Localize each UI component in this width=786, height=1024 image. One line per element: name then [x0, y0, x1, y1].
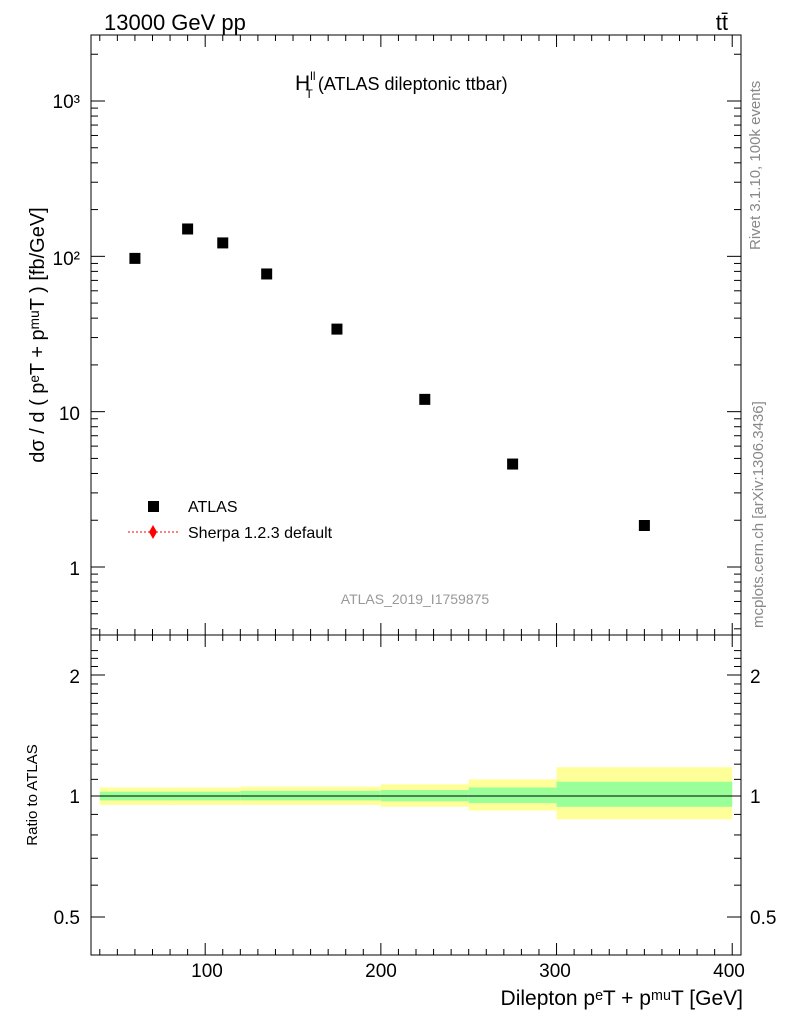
data-point [331, 323, 343, 335]
analysis-watermark: ATLAS_2019_I1759875 [341, 591, 490, 607]
xtick-label-200: 200 [365, 961, 397, 982]
energy-label: 13000 GeV pp [104, 10, 246, 35]
title-main: H [295, 72, 310, 95]
data-point [217, 237, 229, 249]
data-point [419, 393, 431, 405]
xtick-label-400: 400 [713, 961, 745, 982]
data-point [507, 458, 519, 470]
ytick-label-1: 1 [69, 559, 80, 580]
plot-title: Hll T (ATLAS dileptonic ttbar) [295, 69, 508, 101]
ratio-ytick-label-1: 1 [69, 787, 80, 808]
mcplots-label: mcplots.cern.ch [arXiv:1306.3436] [750, 401, 767, 628]
ytick-label-10: 10 [59, 404, 80, 425]
legend-data-label: ATLAS [188, 499, 238, 516]
data-point [182, 223, 194, 235]
legend-data-marker [148, 501, 159, 512]
legend-mc-label: Sherpa 1.2.3 default [188, 525, 333, 542]
ratio-ytick-label-2: 2 [69, 667, 80, 688]
x-axis-label: Dilepton pᵉT + pᵐᵘT [GeV] [501, 987, 743, 1010]
data-point [638, 519, 650, 531]
ratio-ytick-label-0.5: 0.5 [54, 908, 80, 929]
data-points [129, 223, 650, 531]
main-frame [90, 34, 742, 636]
data-point [261, 268, 273, 280]
title-rest: (ATLAS dileptonic ttbar) [313, 74, 508, 94]
rivet-label: Rivet 3.1.10, 100k events [747, 81, 764, 250]
ytick-label-1000: 10³ [53, 92, 80, 113]
data-point [129, 252, 141, 264]
ratio-bands [99, 767, 733, 820]
y-axis-label-ratio: Ratio to ATLAS [24, 744, 41, 845]
xtick-label-300: 300 [539, 961, 571, 982]
ratio-ytick-label-0.5-right: 0.5 [750, 908, 776, 929]
ratio-ytick-label-2-right: 2 [750, 667, 761, 688]
xtick-label-100: 100 [191, 961, 223, 982]
ytick-label-100: 10² [53, 249, 80, 270]
legend-mc-marker [149, 525, 157, 539]
axis-ticks [91, 35, 741, 955]
process-label: tt̄ [716, 10, 728, 35]
title-sub: T [306, 87, 314, 101]
ratio-band-inner [468, 787, 557, 804]
ratio-band-inner [556, 781, 733, 807]
y-axis-label-main: dσ / d ( pᵉT + pᵐᵘT ) [fb/GeV] [27, 207, 49, 462]
ratio-ytick-label-1-right: 1 [750, 787, 761, 808]
title-sup: ll [310, 69, 315, 83]
